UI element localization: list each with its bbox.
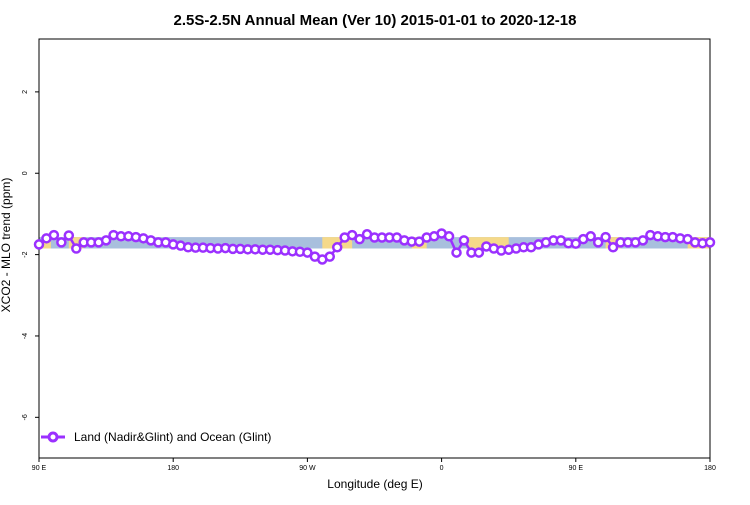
data-point: [100, 235, 112, 246]
legend: Land (Nadir&Glint) and Ocean (Glint): [41, 430, 271, 444]
x-tick-label: 0: [440, 465, 444, 472]
data-point: [63, 230, 75, 241]
data-point: [585, 231, 596, 242]
y-tick-label: 0: [22, 171, 29, 175]
data-point: [331, 242, 343, 253]
x-tick-label: 90 E: [32, 465, 47, 472]
y-tick-label: -4: [22, 333, 29, 339]
x-axis-title: Longitude (deg E): [327, 477, 422, 491]
x-tick-label: 90 W: [299, 465, 316, 472]
x-tick-label: 180: [167, 465, 179, 472]
data-point: [354, 233, 365, 245]
y-tick-label: -6: [22, 414, 29, 420]
x-tick-label: 180: [704, 465, 716, 472]
data-point: [324, 251, 336, 262]
ocean-band: [39, 237, 710, 249]
data-point: [637, 235, 649, 246]
data-point: [346, 229, 358, 241]
data-point: [443, 231, 455, 242]
land-band-segment: [68, 237, 84, 249]
y-axis-title: XCO2 - MLO trend (ppm): [0, 178, 13, 313]
chart-title: 2.5S-2.5N Annual Mean (Ver 10) 2015-01-0…: [174, 12, 577, 29]
data-point: [607, 242, 619, 253]
data-point: [413, 236, 425, 247]
x-tick-label: 90 E: [569, 465, 584, 472]
data-point: [71, 243, 82, 254]
y-tick-label: 2: [22, 90, 29, 94]
data-point: [458, 235, 470, 246]
data-point: [600, 231, 611, 243]
series-layer: [33, 228, 716, 265]
legend-label: Land (Nadir&Glint) and Ocean (Glint): [74, 430, 271, 444]
x-axis-ticks: 90 E 180 90 W 0 90 E 180: [32, 458, 716, 472]
data-point: [451, 247, 462, 258]
data-point: [48, 229, 60, 241]
y-axis-ticks: -6 -4 -2 0 2: [22, 90, 39, 420]
data-point: [473, 247, 485, 258]
legend-marker: [47, 431, 59, 443]
data-point: [592, 237, 604, 248]
data-point: [570, 238, 582, 249]
data-point: [56, 237, 67, 248]
data-point: [704, 237, 716, 248]
data-point: [302, 247, 313, 258]
y-tick-label: -2: [22, 251, 29, 257]
data-point: [33, 239, 45, 250]
